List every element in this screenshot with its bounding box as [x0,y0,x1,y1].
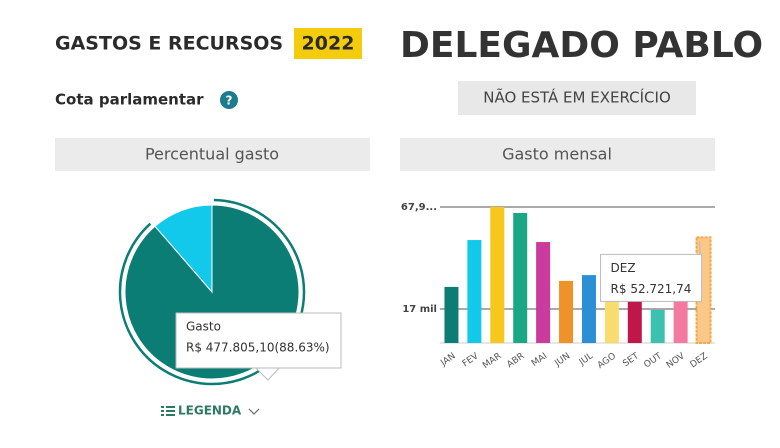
section-title: GASTOS E RECURSOS [55,33,283,55]
bar [673,294,688,343]
tooltip-tail-cover [177,314,340,367]
bar [581,275,596,343]
icon-line [166,406,175,408]
year: 2022 [302,33,355,55]
status-box [458,81,696,115]
icon-dot [161,406,164,408]
pie-slice [154,204,213,294]
year-badge [294,28,362,59]
bar [536,242,551,343]
icon-dot [161,414,164,416]
y-tick-label: 67,9... [401,202,437,213]
subsection-title: Cota parlamentar [55,91,204,109]
deputy-name: DELEGADO PABLO [400,25,763,66]
icon-dot [161,410,164,412]
legend-button[interactable]: LEGENDA [161,404,260,418]
bar [627,295,642,343]
bar [513,213,528,343]
help-icon-text: ? [226,94,233,108]
panel-title: Percentual gasto [145,145,279,164]
status: NÃO ESTÁ EM EXERCÍCIO [483,88,671,107]
bar [559,280,574,343]
help-icon[interactable] [220,91,238,109]
panel-header [400,138,715,171]
chevron [248,408,260,415]
y-tick-label: 17 mil [402,304,437,315]
bar [650,309,665,343]
bar [467,240,482,343]
pie-hover-ring [118,198,306,386]
icon-line [166,410,175,412]
bar [604,289,619,343]
bar [490,207,505,343]
tooltip-tail [254,366,281,381]
bar [444,286,459,343]
legend-button-text: LEGENDA [178,404,242,418]
tooltip-tail-cover [601,255,701,301]
icon-line [166,414,175,416]
tooltip-value: R$ 477.805,10(88.63%) [186,341,330,355]
panel-title: Gasto mensal [502,145,612,164]
tooltip-value: R$ 52.721,74 [611,282,692,296]
panel-header [55,138,370,171]
tooltip-title: Gasto [186,320,221,334]
tooltip-title: DEZ [611,261,636,275]
